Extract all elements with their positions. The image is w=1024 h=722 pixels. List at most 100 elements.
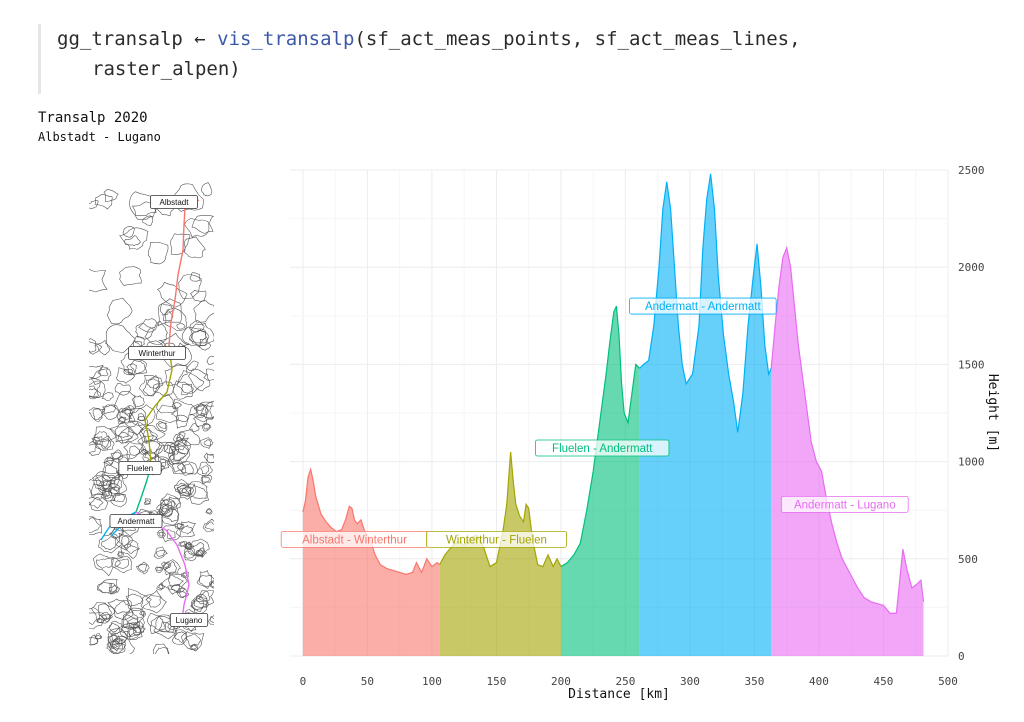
contour-line [188,484,208,499]
contour-line [156,566,162,572]
route-segment-1 [168,199,200,346]
contour-line [153,381,174,397]
contour-line [89,378,101,398]
contour-line [89,496,104,509]
contour-line [189,423,200,432]
contour-line [174,436,190,451]
area-3 [560,306,640,656]
contour-line [96,578,118,594]
y-tick-label: 2500 [958,164,985,177]
contour-line [97,603,112,621]
contour-line [109,422,135,443]
contour-line [120,535,130,549]
contour-line [150,615,166,631]
contour-line [108,473,127,495]
contour-line [110,449,124,461]
code-arguments: (sf_act_meas_points, sf_act_meas_lines, [354,28,801,50]
contour-line [194,548,204,557]
y-tick-labels: 0 500 1000 1500 2000 2500 [958,164,985,663]
contour-line [203,439,212,447]
contour-line [163,559,181,576]
contour-line [123,543,139,554]
y-tick-label: 1500 [958,358,985,371]
code-function-name: vis_transalp [217,28,355,50]
contour-line [106,297,133,325]
contour-line [89,517,101,533]
contour-line [153,546,168,559]
contour-line [161,505,173,518]
contour-line [118,431,133,444]
contour-line [184,236,206,259]
contour-line [122,607,144,630]
map-place-label-box [169,613,209,627]
contour-line [163,310,174,322]
contour-line [130,359,147,375]
x-tick-label: 250 [616,675,636,688]
contour-line [89,385,99,398]
contour-line [95,435,115,451]
contour-line [137,415,145,422]
contour-line [119,227,149,250]
contour-line [89,200,99,210]
contour-line [195,590,214,606]
contour-line [174,482,187,494]
x-tick-label: 200 [551,675,571,688]
segment-label: Andermatt - Andermatt [645,301,761,313]
contour-line [192,600,205,612]
map-labels: Albstadt Winterthur Fluelen Andermatt Lugano [109,195,209,627]
contour-line [133,625,145,633]
contour-line [181,524,193,535]
contour-line [142,215,154,226]
contour-line [168,444,190,466]
map-contours [89,182,214,654]
plot-subtitle: Albstadt - Lugano [38,130,161,144]
contour-line [162,562,170,570]
y-tick-label: 500 [958,553,978,566]
contour-line [205,405,214,419]
contour-line [117,407,136,424]
contour-line [158,500,179,526]
contour-line [129,191,157,217]
contour-line [152,643,170,654]
contour-line [98,532,123,554]
contour-line [93,426,118,449]
contour-line [115,532,133,551]
map-place-label: Andermatt [118,517,156,526]
segment-label-box [629,297,777,315]
contour-line [195,551,203,557]
contour-line [142,429,154,442]
x-tick-label: 450 [874,675,894,688]
contour-line [89,634,99,646]
contour-line [106,638,126,654]
contour-line [106,635,135,654]
contour-line [157,422,168,429]
contour-line [184,547,197,561]
area-outline-1 [302,467,441,575]
contour-line [99,611,113,623]
contour-line [161,525,181,543]
contour-line [120,539,140,559]
map-place-label-box [150,195,199,209]
contour-line [109,643,126,654]
chart-areas [302,173,925,656]
contour-line [119,408,133,421]
contour-line [107,598,134,621]
contour-line [138,318,158,333]
contour-line [160,507,171,515]
segment-labels: Albstadt - Winterthur Winterthur - Fluele… [280,297,909,548]
contour-line [199,574,213,587]
contour-line [89,407,106,422]
contour-line [190,329,207,348]
contour-line [135,322,155,340]
contour-line [123,442,144,460]
x-tick-label: 500 [938,675,958,688]
contour-line [115,367,135,384]
contour-line [188,368,211,392]
x-tick-label: 50 [361,675,374,688]
contour-line [206,509,213,514]
contour-line [189,272,201,282]
contour-line [168,574,184,587]
contour-line [108,483,121,497]
contour-line [117,427,139,444]
contour-line [111,639,121,649]
